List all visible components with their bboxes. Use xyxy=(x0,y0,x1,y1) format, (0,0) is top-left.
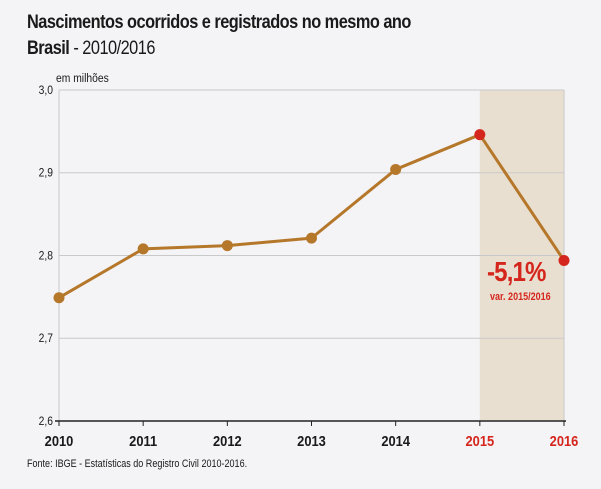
y-tick-label: 3,0 xyxy=(39,84,53,97)
y-tick-label: 2,8 xyxy=(39,250,53,263)
data-point xyxy=(53,292,65,304)
chart-title: Nascimentos ocorridos e registrados no m… xyxy=(27,12,411,33)
x-tick-label: 2013 xyxy=(297,432,326,449)
title-block: Nascimentos ocorridos e registrados no m… xyxy=(27,10,473,62)
variation-value: -5,1% xyxy=(487,256,546,287)
data-point xyxy=(558,254,570,266)
chart-subtitle: Brasil - 2010/2016 xyxy=(27,36,411,62)
source-note: Fonte: IBGE - Estatísticas do Registro C… xyxy=(27,458,248,470)
variation-label: var. 2015/2016 xyxy=(490,291,551,303)
subtitle-period: - 2010/2016 xyxy=(69,38,155,59)
x-tick-label: 2012 xyxy=(213,432,242,449)
x-tick-label: 2011 xyxy=(129,432,157,449)
x-tick-label: 2014 xyxy=(381,432,410,449)
data-point xyxy=(137,243,149,255)
data-point xyxy=(474,129,486,141)
data-point xyxy=(390,163,402,175)
data-point xyxy=(306,232,317,244)
y-tick-label: 2,9 xyxy=(39,167,53,180)
x-tick-label: 2010 xyxy=(45,432,74,449)
y-tick-label: 2,7 xyxy=(39,333,53,346)
x-tick-label: 2015 xyxy=(466,432,495,449)
subtitle-region: Brasil xyxy=(27,38,70,59)
y-axis-label: em milhões xyxy=(56,72,109,85)
y-tick-label: 2,6 xyxy=(39,415,53,428)
data-point xyxy=(221,240,233,252)
x-tick-label: 2016 xyxy=(550,432,579,449)
